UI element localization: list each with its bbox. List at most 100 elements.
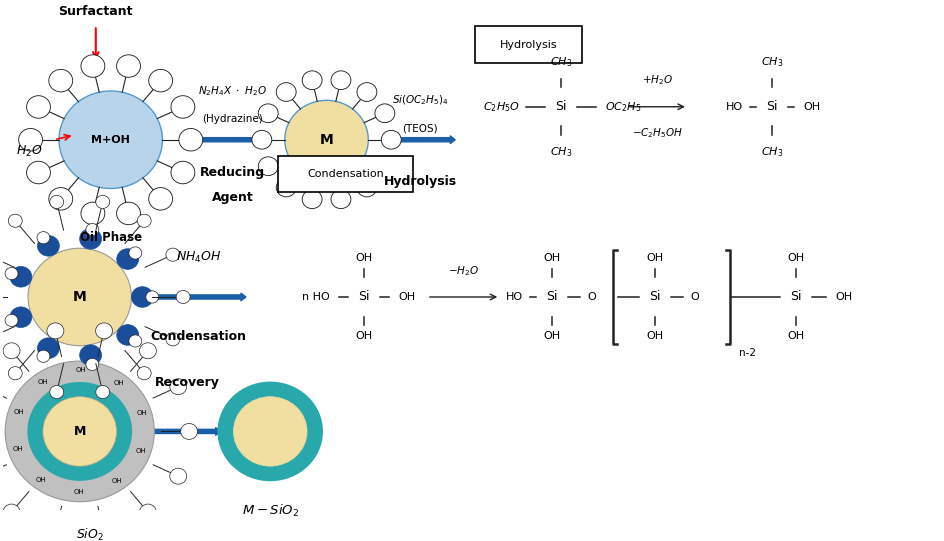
Text: (Hydrazine): (Hydrazine)	[202, 114, 263, 124]
Circle shape	[5, 361, 154, 502]
Circle shape	[137, 214, 151, 227]
Circle shape	[375, 157, 395, 176]
Text: O: O	[587, 292, 596, 302]
Text: (TEOS): (TEOS)	[402, 123, 438, 134]
Circle shape	[219, 382, 322, 480]
Circle shape	[170, 468, 187, 484]
Text: OH: OH	[834, 292, 852, 302]
Text: Condensation: Condensation	[150, 330, 246, 343]
Text: OH: OH	[356, 253, 373, 262]
Circle shape	[259, 157, 278, 176]
Circle shape	[28, 382, 131, 480]
Circle shape	[86, 223, 99, 236]
Text: $OC_2H_5$: $OC_2H_5$	[604, 100, 641, 114]
Circle shape	[131, 287, 153, 307]
Text: OH: OH	[787, 332, 804, 341]
Circle shape	[177, 291, 190, 304]
Circle shape	[10, 307, 32, 327]
Circle shape	[129, 335, 142, 347]
Text: n-2: n-2	[739, 348, 756, 358]
Circle shape	[180, 424, 197, 439]
Circle shape	[28, 248, 131, 346]
Circle shape	[37, 350, 50, 362]
Circle shape	[149, 188, 173, 210]
Text: OH: OH	[74, 490, 84, 496]
Circle shape	[26, 96, 50, 118]
Circle shape	[375, 104, 395, 123]
Circle shape	[47, 323, 64, 339]
Text: Reducing: Reducing	[200, 166, 265, 179]
Circle shape	[79, 345, 102, 366]
Circle shape	[252, 130, 272, 149]
Text: $N_2H_4X\ \cdot\ H_2O$: $N_2H_4X\ \cdot\ H_2O$	[198, 84, 267, 98]
Text: OH: OH	[543, 253, 561, 262]
Circle shape	[140, 343, 157, 359]
Circle shape	[285, 101, 368, 179]
Circle shape	[5, 314, 18, 327]
Text: OH: OH	[803, 102, 820, 112]
Text: M+OH: M+OH	[92, 135, 130, 145]
Circle shape	[166, 333, 180, 346]
Circle shape	[49, 69, 73, 92]
Circle shape	[95, 386, 110, 399]
Circle shape	[117, 55, 141, 77]
Text: OH: OH	[647, 253, 664, 262]
Text: Si: Si	[790, 291, 801, 304]
Circle shape	[8, 214, 23, 227]
Circle shape	[357, 178, 377, 197]
Text: OH: OH	[136, 448, 146, 454]
Text: OH: OH	[787, 253, 804, 262]
Circle shape	[233, 397, 307, 466]
Circle shape	[81, 55, 105, 77]
Text: Oil Phase: Oil Phase	[79, 231, 142, 244]
Circle shape	[149, 69, 173, 92]
Text: Hydrolysis: Hydrolysis	[499, 39, 557, 50]
Text: OH: OH	[113, 380, 124, 386]
Text: OH: OH	[136, 411, 146, 417]
Text: OH: OH	[111, 478, 123, 484]
Text: $CH_3$: $CH_3$	[761, 55, 784, 69]
FancyBboxPatch shape	[278, 156, 413, 193]
Text: OH: OH	[12, 446, 24, 452]
Circle shape	[95, 323, 112, 339]
Text: n HO: n HO	[302, 292, 330, 302]
Text: Hydrolysis: Hydrolysis	[384, 175, 457, 188]
Circle shape	[95, 195, 110, 208]
Circle shape	[10, 267, 32, 287]
Text: $Si(OC_2H_5)_4$: $Si(OC_2H_5)_4$	[392, 94, 448, 107]
Text: OH: OH	[543, 332, 561, 341]
Circle shape	[117, 249, 139, 269]
Text: Si: Si	[359, 291, 370, 304]
Circle shape	[277, 83, 296, 101]
Text: OH: OH	[398, 292, 415, 302]
Text: $C_2H_5O$: $C_2H_5O$	[483, 100, 520, 114]
Circle shape	[259, 104, 278, 123]
Circle shape	[86, 358, 99, 371]
Circle shape	[81, 202, 105, 225]
Circle shape	[129, 247, 142, 259]
Circle shape	[179, 128, 203, 151]
Text: Agent: Agent	[211, 192, 254, 204]
Text: OH: OH	[647, 332, 664, 341]
Text: $M-SiO_2$: $M-SiO_2$	[242, 503, 299, 519]
Circle shape	[170, 379, 187, 394]
Circle shape	[137, 367, 151, 380]
Circle shape	[140, 504, 157, 520]
Text: $-H_2O$: $-H_2O$	[448, 264, 480, 278]
Text: $SiO_2$: $SiO_2$	[76, 526, 104, 541]
Text: Surfactant: Surfactant	[59, 5, 133, 18]
Text: $NH_4OH$: $NH_4OH$	[176, 250, 221, 265]
Circle shape	[331, 71, 351, 90]
Circle shape	[3, 343, 20, 359]
Circle shape	[8, 367, 23, 380]
Circle shape	[26, 161, 50, 184]
Text: $-C_2H_5OH$: $-C_2H_5OH$	[632, 126, 683, 140]
Circle shape	[38, 235, 59, 256]
Circle shape	[171, 161, 194, 184]
Circle shape	[50, 386, 63, 399]
Circle shape	[49, 188, 73, 210]
Text: M: M	[320, 133, 333, 147]
Circle shape	[37, 232, 50, 244]
Circle shape	[117, 325, 139, 345]
Text: Si: Si	[767, 100, 778, 113]
